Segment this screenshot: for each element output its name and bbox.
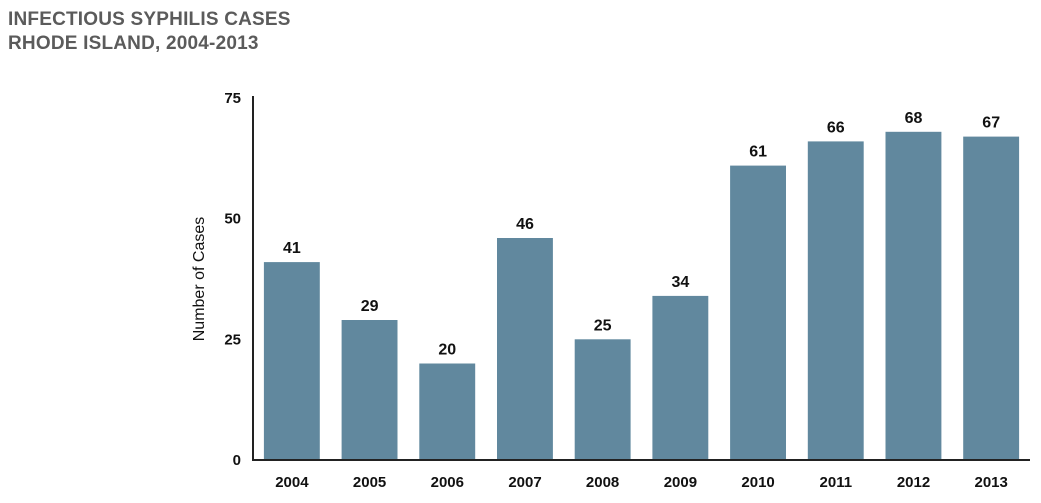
x-tick-label-2007: 2007 [508, 474, 541, 491]
x-tick-label-2006: 2006 [431, 474, 464, 491]
x-tick-label-2008: 2008 [586, 474, 619, 491]
y-tick-label-75: 75 [224, 90, 241, 107]
data-label-2012: 68 [905, 110, 923, 127]
y-tick-label-50: 50 [224, 211, 241, 228]
bars-group [263, 131, 1020, 461]
chart-title-line-2: RHODE ISLAND, 2004-2013 [8, 33, 259, 54]
data-label-2013: 67 [982, 115, 1000, 132]
y-tick-label-0: 0 [233, 452, 241, 469]
x-tick-label-2011: 2011 [820, 474, 853, 491]
x-tick-labels-group: 2004 2005 2006 2007 2008 2009 2010 2011 2012 2013 [275, 474, 1008, 491]
bar-2012 [885, 131, 942, 461]
data-labels-group: 41 29 20 46 25 34 61 66 68 67 [283, 110, 1000, 359]
data-label-2008: 25 [594, 317, 612, 334]
data-label-2011: 66 [827, 119, 845, 136]
data-label-2004: 41 [283, 240, 301, 257]
data-label-2009: 34 [672, 274, 690, 291]
bar-2010 [730, 165, 786, 460]
chart-title-line-1: INFECTIOUS SYPHILIS CASES [8, 9, 291, 30]
bar-2008 [574, 339, 631, 460]
x-tick-label-2009: 2009 [664, 474, 697, 491]
data-label-2006: 20 [438, 342, 456, 359]
chart-title: INFECTIOUS SYPHILIS CASES RHODE ISLAND, … [8, 8, 291, 56]
y-axis-title: Number of Cases [191, 217, 208, 342]
data-label-2010: 61 [749, 144, 767, 161]
data-label-2007: 46 [516, 216, 534, 233]
x-tick-label-2005: 2005 [353, 474, 386, 491]
bar-2005 [341, 320, 398, 460]
y-tick-labels-group: 0 25 50 75 [224, 90, 241, 469]
bar-2006 [419, 363, 476, 460]
x-tick-label-2013: 2013 [975, 474, 1008, 491]
x-tick-label-2012: 2012 [897, 474, 930, 491]
y-tick-label-25: 25 [224, 331, 241, 348]
data-label-2005: 29 [361, 298, 379, 315]
bar-2007 [497, 238, 553, 460]
x-tick-label-2004: 2004 [275, 474, 309, 491]
bar-2013 [963, 136, 1020, 460]
bar-2004 [263, 262, 320, 460]
x-tick-label-2010: 2010 [741, 474, 774, 491]
bar-2009 [652, 295, 709, 460]
bar-2011 [807, 141, 864, 460]
